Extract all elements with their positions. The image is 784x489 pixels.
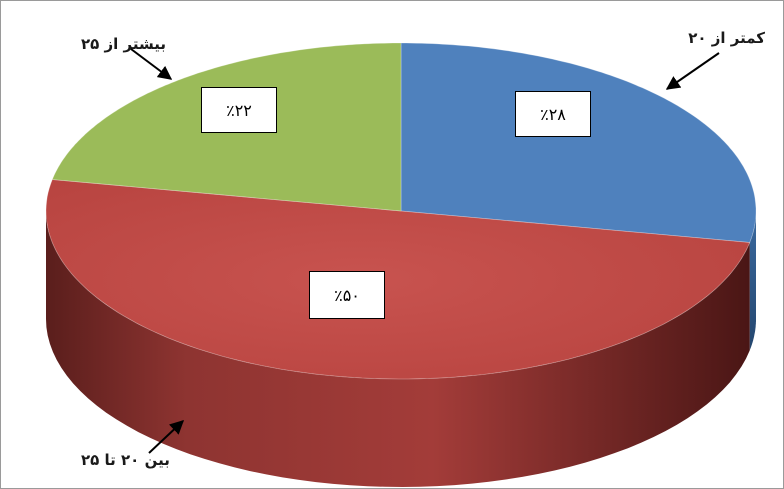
value-label-between-20-25: ٪۵۰: [309, 271, 385, 319]
slice-less-than-20-side: [749, 211, 756, 351]
label-between-20-25: بین ۲۰ تا ۲۵: [81, 451, 170, 469]
slice-between-20-25: [45, 179, 751, 380]
slice-between-20-25-side: [46, 211, 750, 487]
value-label-more-than-25: ٪۲۲: [201, 87, 277, 133]
slice-less-than-20: [400, 42, 757, 243]
label-less-than-20: کمتر از ۲۰: [688, 29, 765, 47]
label-more-than-25: بیشتر از ۲۵: [81, 35, 167, 53]
value-label-less-than-20: ٪۲۸: [515, 91, 591, 137]
